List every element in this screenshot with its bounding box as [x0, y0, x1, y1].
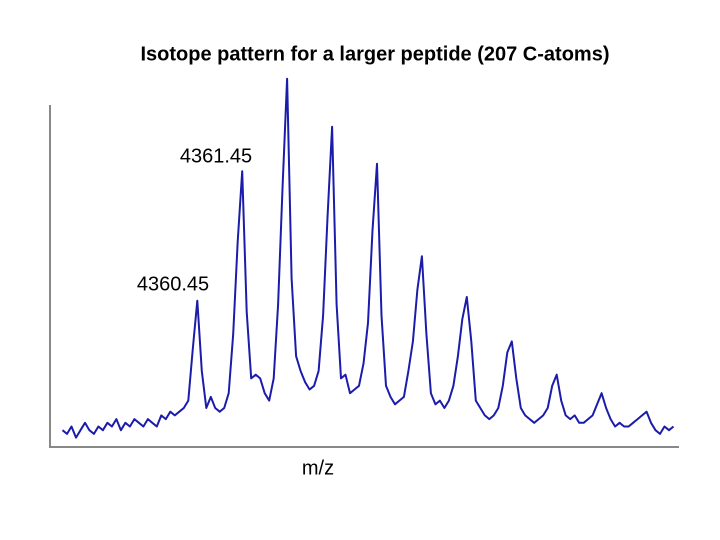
annotation: 4361.45: [180, 145, 252, 167]
chart-title: Isotope pattern for a larger peptide (20…: [141, 43, 610, 65]
x-axis-label: m/z: [302, 457, 334, 479]
spectrum-line: [61, 77, 675, 439]
annotation: 4360.45: [137, 273, 209, 295]
